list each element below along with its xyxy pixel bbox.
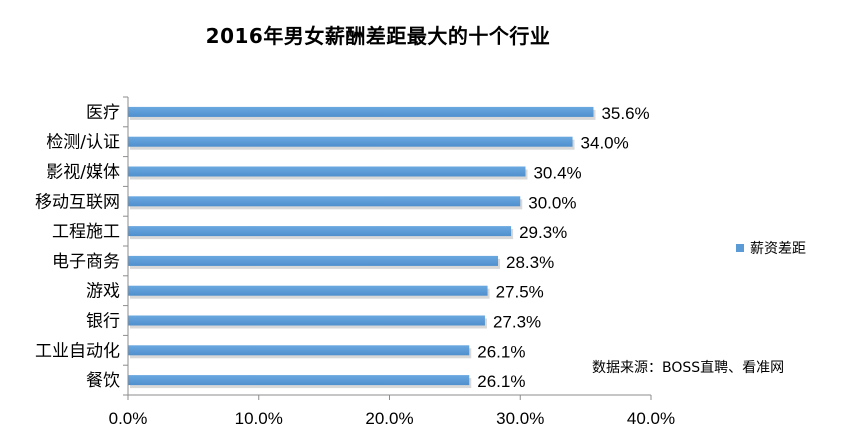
bar-2 — [128, 136, 573, 147]
x-tick-label: 30.0% — [496, 409, 544, 428]
chart-title: 2016年男女薪酬差距最大的十个行业 — [205, 24, 551, 48]
category-label: 影视/媒体 — [46, 163, 120, 183]
value-label: 26.1% — [477, 372, 525, 391]
value-label: 30.0% — [528, 193, 576, 212]
chart-legend: 薪资差距 — [736, 238, 806, 258]
category-label: 工业自动化 — [35, 341, 120, 361]
x-tick-label: 10.0% — [235, 409, 283, 428]
x-tick-label: 40.0% — [627, 409, 675, 428]
value-label: 27.5% — [496, 283, 544, 302]
legend-swatch — [736, 244, 744, 252]
x-tick-label: 0.0% — [109, 409, 148, 428]
category-label: 电子商务 — [52, 252, 120, 272]
value-label: 26.1% — [477, 342, 525, 361]
value-label: 35.6% — [601, 104, 649, 123]
value-label: 34.0% — [581, 134, 629, 153]
bar-5 — [128, 226, 512, 237]
source-note: 数据来源：BOSS直聘、看准网 — [592, 360, 785, 376]
category-label: 银行 — [86, 312, 120, 332]
value-label: 27.3% — [493, 313, 541, 332]
bar-4 — [128, 196, 521, 207]
value-label: 28.3% — [506, 253, 554, 272]
category-label: 医疗 — [86, 103, 120, 123]
category-label: 餐饮 — [86, 371, 120, 391]
bar-9 — [128, 345, 470, 356]
bar-1 — [128, 106, 594, 117]
value-label: 29.3% — [519, 223, 567, 242]
category-label: 检测/认证 — [46, 133, 120, 153]
x-tick-label: 20.0% — [365, 409, 413, 428]
bar-7 — [128, 285, 488, 296]
bar-3 — [128, 166, 526, 177]
legend-label: 薪资差距 — [750, 241, 806, 257]
bar-8 — [128, 315, 485, 326]
value-label: 30.4% — [533, 164, 581, 183]
category-label: 移动互联网 — [35, 192, 120, 212]
bar-6 — [128, 255, 499, 266]
category-label: 游戏 — [86, 282, 120, 302]
category-label: 工程施工 — [52, 222, 120, 242]
bar-10 — [128, 375, 470, 386]
